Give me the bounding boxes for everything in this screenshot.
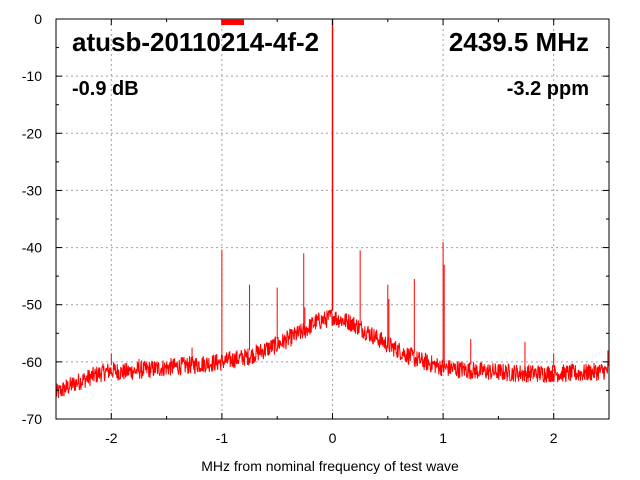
- x-tick-label: 1: [439, 430, 447, 446]
- legend-swatch: [222, 19, 244, 25]
- x-axis-label: MHz from nominal frequency of test wave: [201, 458, 459, 474]
- y-tick-label: -20: [22, 125, 42, 141]
- y-tick-label: 0: [34, 11, 42, 27]
- x-tick-label: -1: [216, 430, 229, 446]
- y-tick-label: -50: [22, 297, 42, 313]
- y-tick-label: -60: [22, 354, 42, 370]
- offset-label: -3.2 ppm: [507, 78, 589, 100]
- y-tick-label: -70: [22, 411, 42, 427]
- y-tick-label: -10: [22, 68, 42, 84]
- x-tick-label: 2: [550, 430, 558, 446]
- spectrum-series: [55, 19, 610, 399]
- x-tick-label: -2: [105, 430, 118, 446]
- x-tick-label: 0: [329, 430, 337, 446]
- frequency-label: 2439.5 MHz: [449, 27, 589, 57]
- ticks: 0-10-20-30-40-50-60-70-2 -1 0 1 2: [22, 11, 610, 446]
- noise-trace: [55, 309, 610, 399]
- y-tick-label: -30: [22, 182, 42, 198]
- level-label: -0.9 dB: [72, 78, 139, 100]
- device-label: atusb-20110214-4f-2: [72, 27, 319, 57]
- y-tick-label: -40: [22, 240, 42, 256]
